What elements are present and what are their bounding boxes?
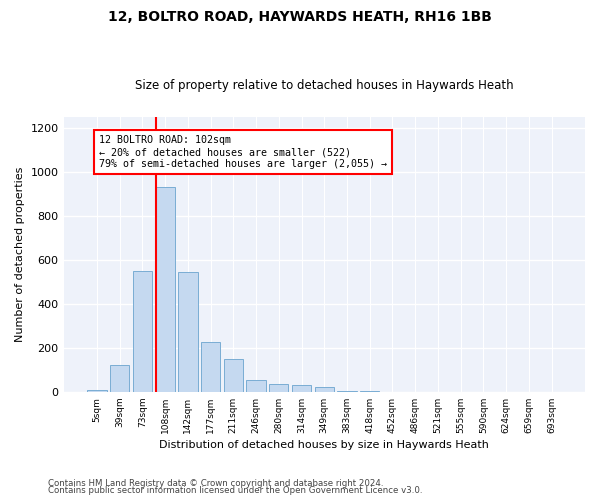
Text: Contains public sector information licensed under the Open Government Licence v3: Contains public sector information licen… [48,486,422,495]
Bar [292,385,311,392]
Bar [337,390,356,392]
Bar [155,187,175,392]
Title: Size of property relative to detached houses in Haywards Heath: Size of property relative to detached ho… [135,79,514,92]
Bar [269,384,289,392]
Bar [201,342,220,392]
Bar [87,390,107,392]
Bar [178,272,197,392]
X-axis label: Distribution of detached houses by size in Haywards Heath: Distribution of detached houses by size … [160,440,489,450]
Bar [133,271,152,392]
Bar [224,360,243,392]
Y-axis label: Number of detached properties: Number of detached properties [15,166,25,342]
Bar [247,380,266,392]
Text: Contains HM Land Registry data © Crown copyright and database right 2024.: Contains HM Land Registry data © Crown c… [48,478,383,488]
Bar [110,366,130,392]
Text: 12, BOLTRO ROAD, HAYWARDS HEATH, RH16 1BB: 12, BOLTRO ROAD, HAYWARDS HEATH, RH16 1B… [108,10,492,24]
Bar [314,387,334,392]
Bar [360,390,379,392]
Text: 12 BOLTRO ROAD: 102sqm
← 20% of detached houses are smaller (522)
79% of semi-de: 12 BOLTRO ROAD: 102sqm ← 20% of detached… [99,136,387,168]
